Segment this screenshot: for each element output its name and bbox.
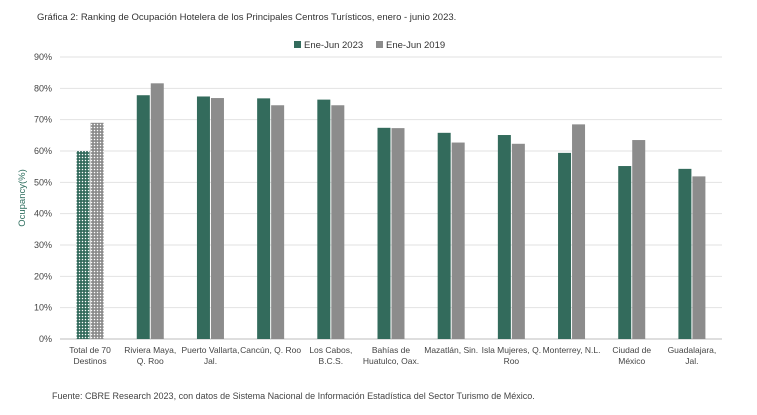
y-axis-label: Ocupancy(%) bbox=[17, 169, 28, 227]
bar-2023 bbox=[437, 132, 451, 339]
legend-swatch bbox=[294, 41, 301, 48]
x-category-label: Ciudad de México bbox=[612, 345, 651, 366]
x-category-label: Riviera Maya, Q. Roo bbox=[124, 345, 176, 366]
bar-2023 bbox=[136, 95, 150, 339]
legend: Ene-Jun 2023 Ene-Jun 2019 bbox=[294, 40, 445, 51]
chart-title: Gráfica 2: Ranking de Ocupación Hotelera… bbox=[37, 12, 457, 23]
y-tick-label: 90% bbox=[34, 52, 52, 62]
bar-2023 bbox=[497, 135, 511, 339]
bar-2019 bbox=[210, 98, 224, 340]
y-tick-label: 50% bbox=[34, 177, 52, 187]
bar-2023 bbox=[618, 166, 632, 339]
bar-2019 bbox=[271, 105, 285, 340]
y-tick-label: 60% bbox=[34, 146, 52, 156]
gridlines bbox=[60, 56, 722, 340]
x-category-label: Puerto Vallarta, Jal. bbox=[181, 345, 239, 366]
legend-label: Ene-Jun 2019 bbox=[386, 40, 445, 51]
source-note: Fuente: CBRE Research 2023, con datos de… bbox=[52, 391, 535, 401]
y-tick-label: 10% bbox=[34, 303, 52, 313]
legend-label: Ene-Jun 2023 bbox=[304, 40, 363, 51]
x-category-label: Cancún, Q. Roo bbox=[240, 345, 301, 355]
x-category-label: Los Cabos, B.C.S. bbox=[309, 345, 352, 366]
y-tick-label: 70% bbox=[34, 115, 52, 125]
y-tick-label: 40% bbox=[34, 209, 52, 219]
bars bbox=[76, 83, 706, 340]
bar-2019 bbox=[511, 143, 525, 339]
bar-2023 bbox=[377, 127, 391, 340]
bar-2019 bbox=[331, 105, 345, 340]
y-tick-label: 20% bbox=[34, 271, 52, 281]
x-category-label: Monterrey, N.L. bbox=[543, 345, 601, 355]
y-tick-label: 30% bbox=[34, 240, 52, 250]
bar-2019 bbox=[391, 128, 405, 339]
y-tick-label: 80% bbox=[34, 83, 52, 93]
bar-2019 bbox=[451, 142, 465, 339]
bar-2019 bbox=[90, 122, 104, 339]
y-tick-label: 0% bbox=[39, 334, 52, 344]
bar-2019 bbox=[692, 176, 706, 339]
bar-2023 bbox=[678, 168, 692, 339]
x-category-label: Guadalajara, Jal. bbox=[668, 345, 717, 366]
bar-2023 bbox=[317, 99, 331, 339]
bar-2023 bbox=[196, 96, 210, 339]
bar-2019 bbox=[632, 140, 646, 339]
x-category-label: Bahías de Huatulco, Oax. bbox=[363, 345, 419, 366]
legend-swatch bbox=[376, 41, 383, 48]
bar-2019 bbox=[572, 124, 586, 339]
x-category-label: Mazatlán, Sin. bbox=[424, 345, 478, 355]
y-axis-ticks: 0% 10% 20% 30% 40% 50% 60% 70% 80% 90% bbox=[34, 52, 52, 344]
x-category-label: Total de 70 Destinos bbox=[69, 345, 111, 366]
x-category-label: Isla Mujeres, Q. Roo bbox=[482, 345, 542, 366]
bar-2023 bbox=[257, 98, 271, 339]
bar-2019 bbox=[150, 83, 164, 339]
x-axis-categories: Total de 70 Destinos Riviera Maya, Q. RooPu… bbox=[69, 345, 716, 366]
bar-2023 bbox=[558, 152, 572, 339]
bar-2023 bbox=[76, 151, 90, 339]
